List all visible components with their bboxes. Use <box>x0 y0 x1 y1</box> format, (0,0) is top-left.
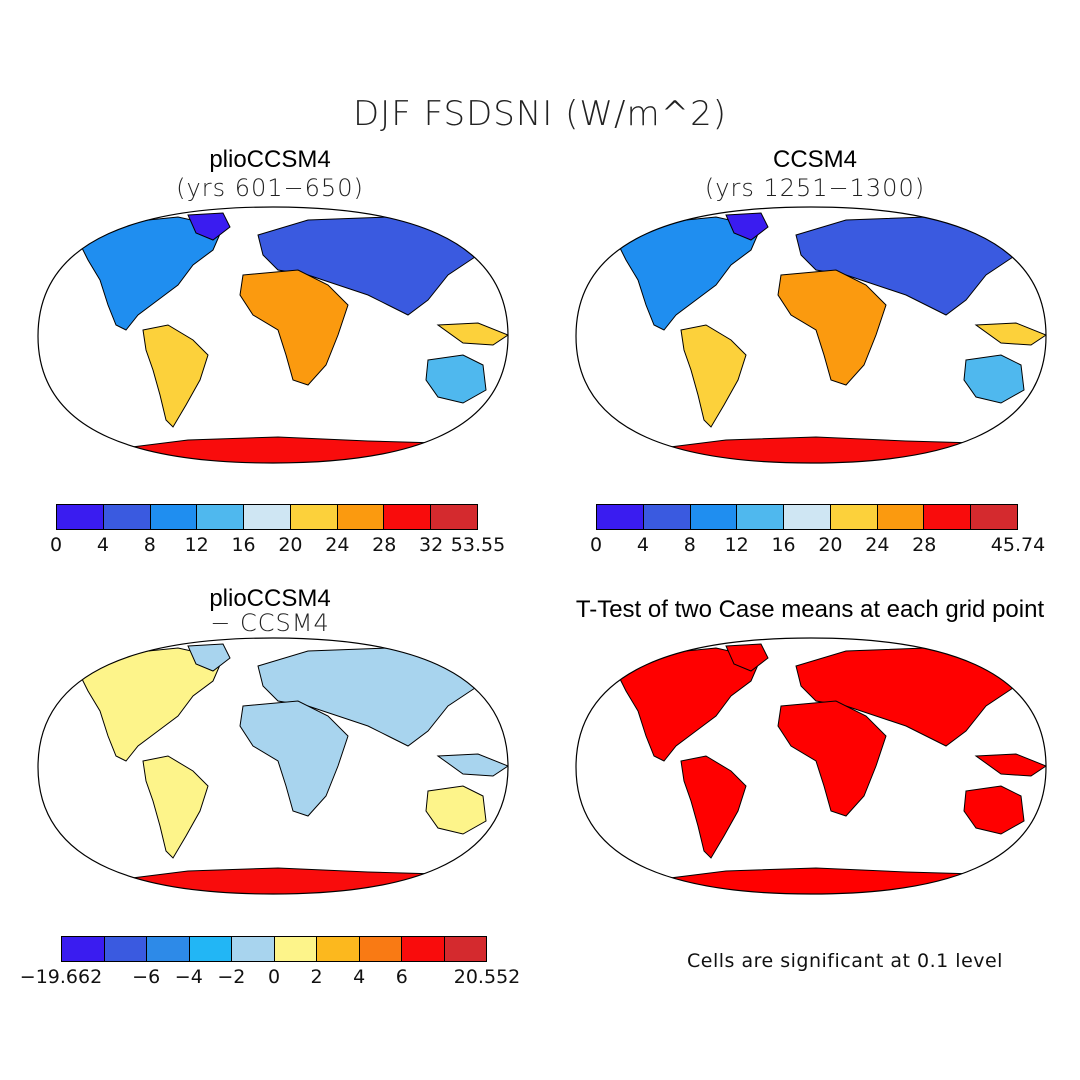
continent-australia <box>963 354 1025 404</box>
continent-southAmerica <box>680 324 747 428</box>
colorbar-swatch <box>337 505 385 529</box>
continent-southAmerica <box>142 755 209 859</box>
colorbar-tick-label: 20 <box>278 534 303 556</box>
colorbar-tick-label: 28 <box>372 534 397 556</box>
colorbar-swatch <box>150 505 198 529</box>
colorbar-swatch <box>57 505 104 529</box>
colorbar-swatch <box>197 505 245 529</box>
colorbar-tick-label: 4 <box>353 966 366 988</box>
colorbar-tick-label: 4 <box>636 534 649 556</box>
colorbar-swatch <box>971 505 1018 529</box>
colorbar-tick-label: 0 <box>589 534 603 556</box>
map-boundary <box>575 206 1047 464</box>
colorbar-tick-label: 28 <box>912 534 937 556</box>
continent-seAsia <box>436 322 508 346</box>
continent-seAsia <box>974 322 1046 346</box>
map-control <box>575 206 1047 464</box>
colorbar-swatch <box>830 505 878 529</box>
continent-africa <box>777 269 887 386</box>
colorbar-swatch <box>317 937 360 961</box>
panel-subtitle-difference: − CCSM4 <box>210 609 330 637</box>
panel-subtitle-pliocene: (yrs 601−650) <box>176 174 364 202</box>
colorbar-swatch <box>359 937 402 961</box>
colorbar-swatch <box>232 937 275 961</box>
panel-title-difference: plioCCSM4 <box>209 585 331 612</box>
map-difference <box>37 637 509 895</box>
panel-title-pliocene: plioCCSM4 <box>209 146 331 173</box>
continent-greenland <box>725 212 769 241</box>
figure-title: DJF FSDSNI (W/m^2) <box>353 94 727 134</box>
continent-australia <box>425 785 487 835</box>
significance-note: Cells are significant at 0.1 level <box>687 950 1003 972</box>
colorbar-tick-label: 53.55 <box>450 534 506 556</box>
colorbar-swatch <box>103 505 151 529</box>
colorbar-tick-label: 12 <box>184 534 209 556</box>
map-boundary <box>37 206 509 464</box>
continent-greenland <box>725 643 769 672</box>
colorbar-swatch <box>104 937 147 961</box>
colorbar-swatch <box>877 505 925 529</box>
colorbar-tick-label: 0 <box>267 966 281 988</box>
colorbar-tick-label: 20 <box>818 534 843 556</box>
colorbar-tick-label: −6 <box>132 966 161 988</box>
colorbar-tick-label: 12 <box>724 534 749 556</box>
continent-southAmerica <box>142 324 209 428</box>
colorbar-tick-label: 16 <box>771 534 796 556</box>
map-ttest <box>575 637 1047 895</box>
colorbar-tick-label: 8 <box>683 534 696 556</box>
colorbar-swatch <box>924 505 972 529</box>
colorbar-difference <box>61 936 487 962</box>
map-pliocene <box>37 206 509 464</box>
continent-australia <box>425 354 487 404</box>
colorbar-swatch <box>147 937 190 961</box>
continent-africa <box>239 700 349 817</box>
colorbar-pliocene <box>56 504 478 530</box>
colorbar-tick-label: 4 <box>96 534 109 556</box>
continent-seAsia <box>974 753 1046 777</box>
colorbar-tick-label: 45.74 <box>990 534 1046 556</box>
colorbar-swatch <box>384 505 432 529</box>
colorbar-tick-label: 32 <box>419 534 444 556</box>
colorbar-tick-label: −4 <box>174 966 203 988</box>
panel-title-control: CCSM4 <box>772 146 857 173</box>
colorbar-swatch <box>737 505 785 529</box>
colorbar-swatch <box>274 937 317 961</box>
colorbar-control <box>596 504 1018 530</box>
colorbar-swatch <box>444 937 486 961</box>
colorbar-tick-label: −19.662 <box>19 966 103 988</box>
colorbar-swatch <box>62 937 105 961</box>
colorbar-swatch <box>402 937 445 961</box>
continent-southAmerica <box>680 755 747 859</box>
colorbar-swatch <box>690 505 738 529</box>
continent-greenland <box>187 643 231 672</box>
continent-greenland <box>187 212 231 241</box>
colorbar-swatch <box>244 505 291 529</box>
colorbar-swatch <box>643 505 691 529</box>
colorbar-swatch <box>784 505 831 529</box>
panel-subtitle-control: (yrs 1251−1300) <box>704 174 926 202</box>
map-boundary <box>37 637 509 895</box>
colorbar-tick-label: 16 <box>231 534 256 556</box>
colorbar-swatch <box>431 505 478 529</box>
continent-seAsia <box>436 753 508 777</box>
colorbar-tick-label: 0 <box>49 534 63 556</box>
colorbar-swatch <box>597 505 644 529</box>
map-boundary <box>575 637 1047 895</box>
colorbar-tick-label: −2 <box>217 966 246 988</box>
colorbar-tick-label: 2 <box>310 966 323 988</box>
panel-title-ttest: T-Test of two Case means at each grid po… <box>575 596 1045 623</box>
colorbar-tick-label: 24 <box>325 534 350 556</box>
colorbar-swatch <box>290 505 338 529</box>
colorbar-tick-label: 24 <box>865 534 890 556</box>
colorbar-swatch <box>189 937 232 961</box>
continent-africa <box>239 269 349 386</box>
colorbar-tick-label: 6 <box>395 966 408 988</box>
colorbar-tick-label: 8 <box>143 534 156 556</box>
continent-australia <box>963 785 1025 835</box>
continent-africa <box>777 700 887 817</box>
colorbar-tick-label: 20.552 <box>453 966 521 988</box>
